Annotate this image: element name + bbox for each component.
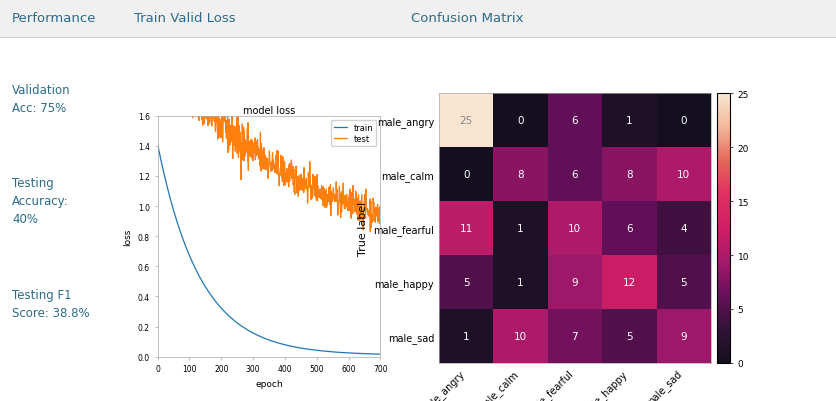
Text: 11: 11 xyxy=(460,224,473,233)
Text: 25: 25 xyxy=(460,116,473,126)
test xyxy=(344,198,354,203)
Text: 0: 0 xyxy=(463,170,469,180)
Text: Confusion Matrix: Confusion Matrix xyxy=(410,12,523,25)
train xyxy=(344,350,354,355)
Text: 5: 5 xyxy=(681,277,687,287)
Text: 5: 5 xyxy=(626,331,633,341)
Bar xyxy=(0,0,120,38)
Text: 1: 1 xyxy=(463,331,470,341)
test xyxy=(244,140,254,144)
train xyxy=(332,350,342,355)
train xyxy=(375,352,385,356)
Text: 6: 6 xyxy=(572,116,579,126)
Text: 0: 0 xyxy=(517,116,523,126)
Text: Validation
Acc: 75%: Validation Acc: 75% xyxy=(12,84,70,115)
Text: 12: 12 xyxy=(623,277,636,287)
Text: 9: 9 xyxy=(572,277,579,287)
Text: 1: 1 xyxy=(517,224,524,233)
test xyxy=(365,230,375,235)
test xyxy=(189,106,199,111)
Y-axis label: loss: loss xyxy=(123,228,132,245)
Bar xyxy=(120,0,393,38)
train xyxy=(153,142,163,147)
Text: 7: 7 xyxy=(572,331,579,341)
Text: 9: 9 xyxy=(681,331,687,341)
Text: 4: 4 xyxy=(681,224,687,233)
Text: Performance: Performance xyxy=(12,12,96,25)
Text: Train Valid Loss: Train Valid Loss xyxy=(134,12,235,25)
Text: 10: 10 xyxy=(568,224,581,233)
test xyxy=(332,199,342,204)
train xyxy=(189,263,199,268)
test xyxy=(316,191,326,196)
Text: 0: 0 xyxy=(681,116,686,126)
test xyxy=(375,217,385,221)
Text: 6: 6 xyxy=(626,224,633,233)
train xyxy=(186,258,196,263)
Text: 5: 5 xyxy=(463,277,470,287)
Text: Testing F1
Score: 38.8%: Testing F1 Score: 38.8% xyxy=(12,289,89,320)
Text: 6: 6 xyxy=(572,170,579,180)
train xyxy=(244,328,254,333)
Text: 10: 10 xyxy=(677,170,690,180)
Line: train: train xyxy=(158,145,380,354)
Text: 8: 8 xyxy=(517,170,524,180)
train xyxy=(316,348,326,353)
Y-axis label: True label: True label xyxy=(358,202,368,255)
Text: 8: 8 xyxy=(626,170,633,180)
Text: 10: 10 xyxy=(514,331,527,341)
Line: test: test xyxy=(158,109,380,232)
X-axis label: epoch: epoch xyxy=(255,379,283,388)
test xyxy=(186,106,196,111)
Bar xyxy=(393,0,836,38)
Text: 1: 1 xyxy=(517,277,524,287)
test xyxy=(153,106,163,111)
Text: Testing
Accuracy:
40%: Testing Accuracy: 40% xyxy=(12,176,69,225)
Text: 1: 1 xyxy=(626,116,633,126)
Legend: train, test: train, test xyxy=(331,120,376,147)
Title: model loss: model loss xyxy=(243,105,295,115)
